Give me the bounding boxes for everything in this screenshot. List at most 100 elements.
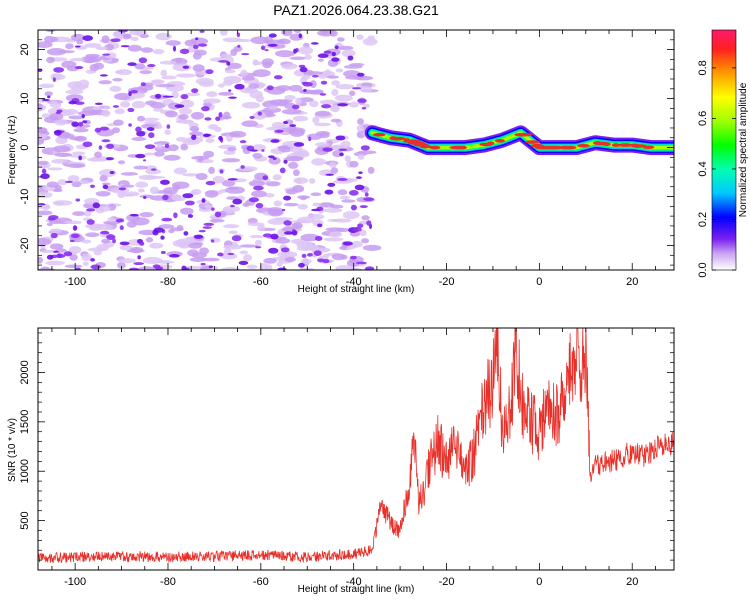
- noise-blob: [51, 158, 69, 164]
- noise-blob: [362, 244, 382, 251]
- noise-blob: [161, 75, 177, 80]
- noise-blob: [168, 144, 179, 152]
- noise-blob: [250, 36, 269, 45]
- noise-blob: [112, 78, 123, 82]
- noise-blob-strong: [101, 139, 111, 143]
- noise-blob: [172, 63, 192, 72]
- noise-blob: [190, 111, 205, 120]
- noise-blob: [96, 243, 110, 252]
- noise-blob: [155, 84, 176, 88]
- noise-blob: [303, 71, 324, 75]
- noise-blob: [243, 254, 253, 262]
- spectrogram-xtick-label: 20: [626, 276, 638, 288]
- noise-blob: [38, 210, 53, 216]
- noise-blob: [115, 69, 124, 75]
- noise-blob: [281, 226, 296, 232]
- noise-blob-strong: [302, 82, 313, 87]
- noise-blob-strong: [128, 267, 140, 270]
- noise-blob: [124, 191, 140, 197]
- noise-blob: [339, 195, 350, 200]
- noise-blob: [299, 267, 309, 270]
- noise-blob-strong: [202, 133, 211, 138]
- noise-blob: [292, 222, 303, 230]
- noise-blob: [139, 212, 154, 218]
- noise-blob-strong: [74, 66, 84, 70]
- noise-blob: [107, 217, 116, 222]
- noise-blob: [300, 258, 312, 265]
- noise-blob-strong: [364, 192, 369, 197]
- noise-blob-strong: [144, 144, 156, 150]
- noise-blob: [267, 218, 287, 225]
- noise-blob-strong: [270, 233, 279, 240]
- noise-blob: [296, 240, 314, 249]
- noise-blob-strong: [187, 214, 194, 218]
- noise-blob: [297, 203, 308, 210]
- noise-blob-strong: [331, 51, 336, 57]
- noise-blob-strong: [128, 123, 132, 127]
- noise-blob: [298, 97, 314, 103]
- noise-blob: [329, 204, 344, 209]
- noise-blob: [139, 194, 155, 199]
- noise-blob-strong: [41, 168, 47, 174]
- noise-blob: [45, 30, 56, 33]
- noise-blob: [149, 242, 164, 249]
- noise-blob-strong: [115, 218, 125, 223]
- noise-blob-strong: [112, 238, 116, 244]
- noise-blob-strong: [162, 95, 174, 98]
- noise-blob: [362, 37, 378, 46]
- spectrogram-xtick-label: -60: [253, 276, 269, 288]
- noise-blob-strong: [292, 229, 296, 232]
- noise-blob-strong: [357, 223, 364, 228]
- noise-blob: [328, 161, 337, 168]
- noise-blob: [44, 91, 53, 97]
- noise-blob-strong: [229, 204, 235, 208]
- noise-blob: [322, 253, 330, 259]
- noise-blob: [93, 62, 105, 70]
- noise-blob-strong: [253, 185, 264, 191]
- noise-blob: [204, 204, 212, 209]
- noise-blob: [38, 41, 53, 49]
- noise-blob-strong: [160, 179, 170, 185]
- noise-blob: [155, 32, 172, 41]
- noise-blob: [123, 33, 132, 38]
- noise-blob-strong: [204, 117, 212, 121]
- noise-blob: [263, 36, 273, 45]
- noise-blob: [81, 239, 92, 244]
- noise-blob: [188, 242, 203, 249]
- ridge-core: [602, 142, 611, 146]
- noise-blob-strong: [142, 159, 147, 162]
- noise-blob: [63, 108, 79, 115]
- noise-blob: [70, 84, 86, 92]
- ridge-core: [514, 132, 533, 137]
- noise-blob: [288, 161, 299, 169]
- noise-blob-strong: [102, 53, 111, 56]
- noise-blob: [229, 130, 247, 138]
- noise-blob: [175, 57, 182, 63]
- noise-blob-strong: [299, 66, 308, 73]
- noise-blob-strong: [303, 88, 307, 92]
- noise-blob-strong: [279, 167, 286, 174]
- noise-blob-strong: [46, 254, 54, 260]
- noise-blob: [97, 205, 111, 212]
- noise-blob: [76, 39, 84, 45]
- snr-xlabel: Height of straight line (km): [298, 584, 415, 595]
- spectrogram-xlabel: Height of straight line (km): [298, 284, 415, 295]
- noise-blob: [269, 99, 290, 106]
- ridge-core: [562, 145, 577, 150]
- noise-blob: [212, 175, 225, 184]
- noise-blob-strong: [38, 203, 46, 206]
- noise-blob: [228, 230, 238, 234]
- noise-blob: [50, 36, 58, 42]
- noise-blob: [361, 215, 370, 221]
- noise-blob: [70, 33, 86, 42]
- noise-blob-strong: [78, 155, 82, 161]
- noise-blob-strong: [267, 155, 275, 159]
- noise-blob: [239, 250, 249, 255]
- noise-blob-strong: [266, 85, 274, 91]
- snr-xtick-label: -60: [253, 576, 269, 588]
- noise-blob: [204, 190, 219, 198]
- spectrogram-ytick-label: 20: [19, 43, 31, 55]
- noise-blob: [120, 184, 135, 188]
- noise-blob: [189, 131, 204, 137]
- noise-blob: [140, 47, 154, 53]
